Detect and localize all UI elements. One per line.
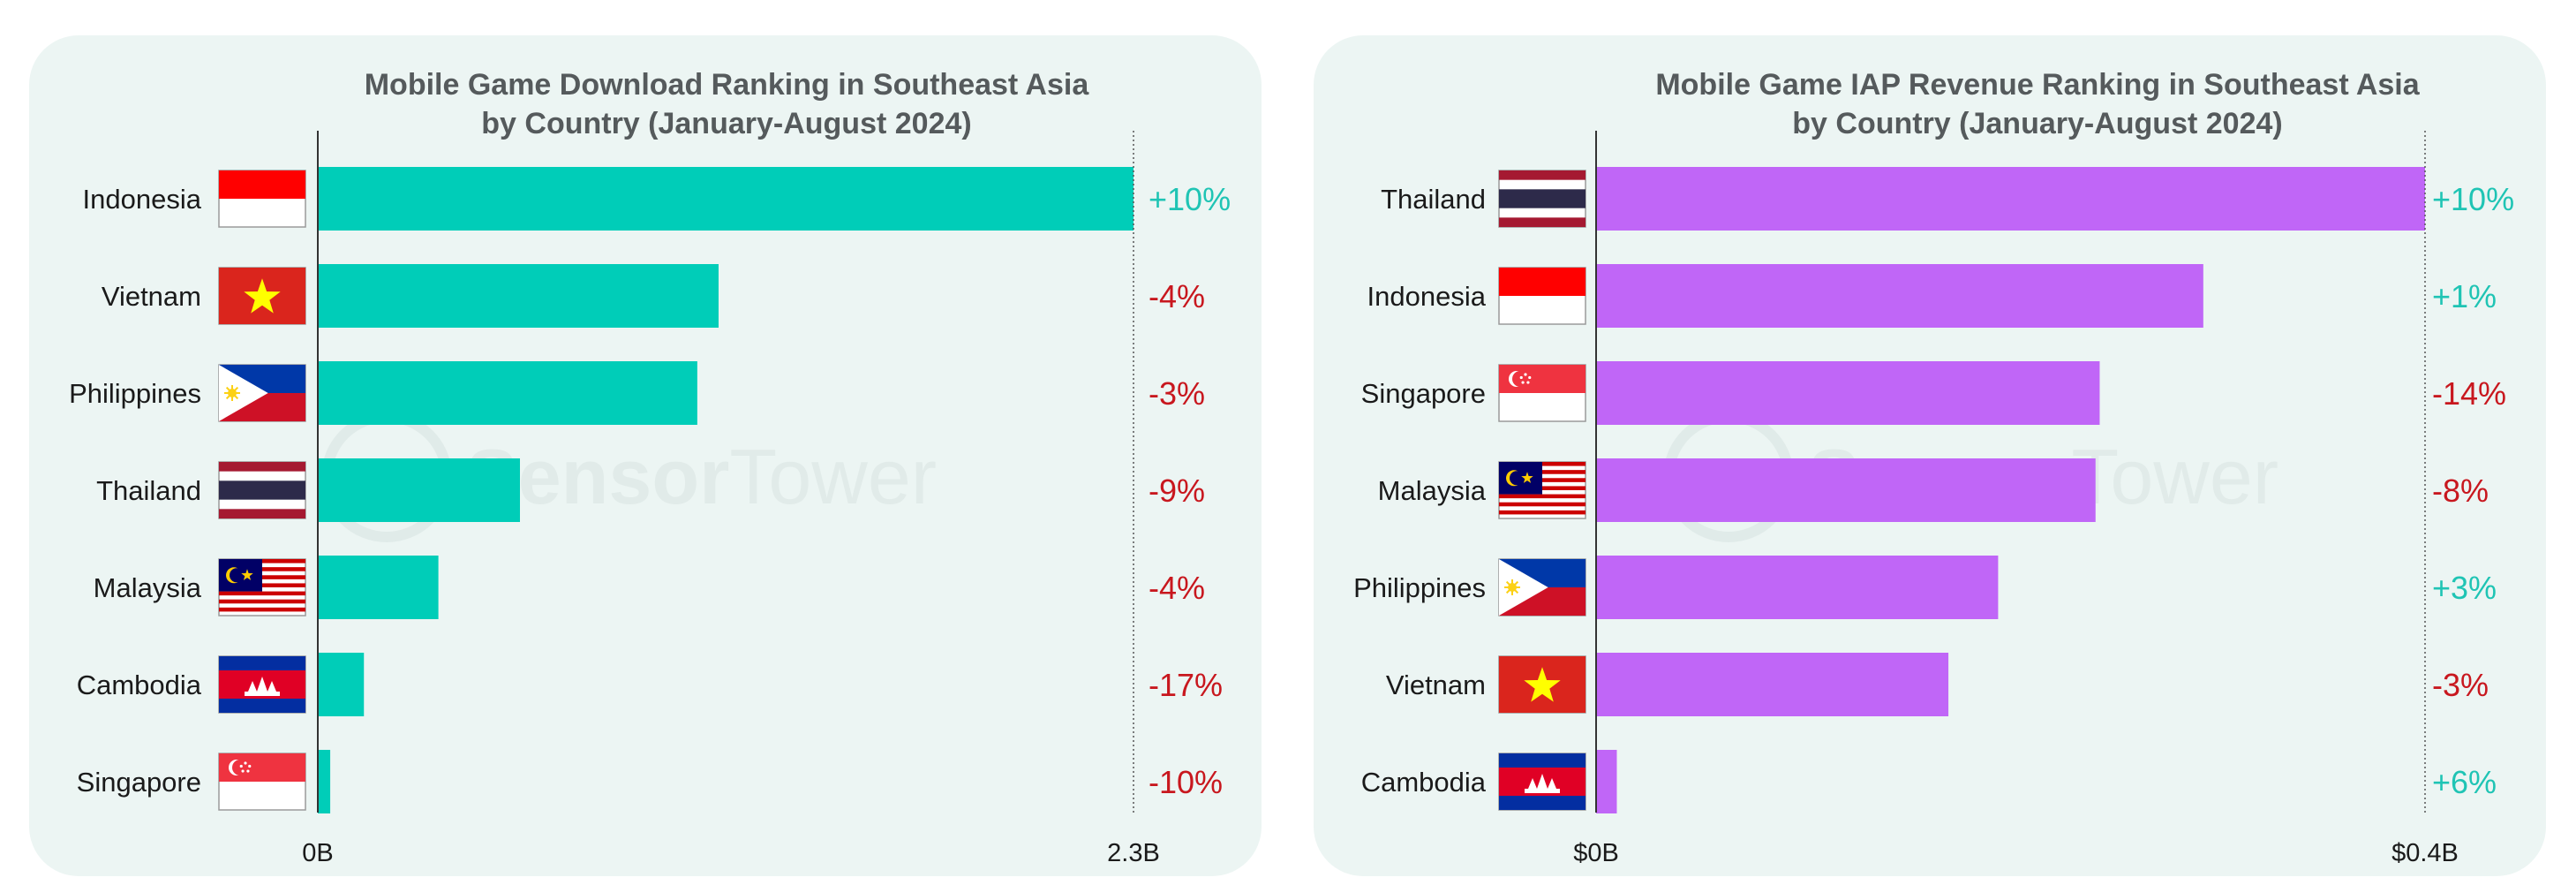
country-label: Cambodia <box>77 669 202 700</box>
thailand-flag-icon <box>1498 170 1586 228</box>
cambodia-flag-icon <box>1498 753 1586 811</box>
change-label: -14% <box>2432 375 2506 412</box>
malaysia-flag-icon <box>218 558 306 616</box>
change-label: +10% <box>2432 181 2514 217</box>
vietnam-flag-icon <box>218 267 306 325</box>
bar <box>1596 361 2100 425</box>
x-tick-label: $0B <box>1573 839 1619 867</box>
country-label: Thailand <box>96 475 201 506</box>
thailand-flag-icon <box>218 461 306 519</box>
download-ranking-chart: SensorTower Mobile Game Download Ranking … <box>69 68 1231 867</box>
change-label: +3% <box>2432 570 2497 606</box>
bar-row: Thailand +10% <box>1381 167 2514 231</box>
indonesia-flag-icon <box>1498 267 1586 325</box>
country-label: Thailand <box>1381 184 1486 215</box>
bar-row: Vietnam -3% <box>1386 653 2489 716</box>
download-ranking-panel: SensorTower Mobile Game Download Ranking … <box>29 35 1262 876</box>
change-label: +1% <box>2432 278 2497 314</box>
bar-row: Indonesia +1% <box>1367 264 2497 328</box>
x-tick-label: $0.4B <box>2391 839 2459 867</box>
bar-row: Cambodia +6% <box>1361 750 2497 813</box>
x-tick-label: 2.3B <box>1107 839 1160 867</box>
chart-title: Mobile Game IAP Revenue Ranking in South… <box>1655 68 2420 140</box>
bar <box>318 361 697 425</box>
change-label: -10% <box>1149 764 1223 800</box>
bar-row: Cambodia -17% <box>77 653 1223 716</box>
svg-text:SensorTower: SensorTower <box>466 433 937 520</box>
bar-row: Singapore -10% <box>77 750 1223 813</box>
chart-title-line: by Country (January-August 2024) <box>1792 107 2282 140</box>
change-label: -3% <box>1149 375 1205 412</box>
bar <box>318 653 365 716</box>
malaysia-flag-icon <box>1498 461 1586 519</box>
bar <box>1596 750 1617 813</box>
bar <box>1596 556 1999 619</box>
indonesia-flag-icon <box>218 170 306 228</box>
singapore-flag-icon <box>1498 364 1586 422</box>
change-label: -4% <box>1149 278 1205 314</box>
country-label: Indonesia <box>83 184 202 215</box>
bar <box>318 750 331 813</box>
vietnam-flag-star <box>244 278 281 314</box>
vietnam-flag-icon <box>1498 655 1586 714</box>
bar <box>1596 458 2096 522</box>
bar-row: Malaysia -4% <box>94 556 1205 619</box>
country-label: Vietnam <box>102 281 201 312</box>
bar <box>1596 653 1949 716</box>
philippines-flag-icon <box>218 364 306 422</box>
change-label: +10% <box>1149 181 1231 217</box>
change-label: -17% <box>1149 667 1223 703</box>
country-label: Singapore <box>77 767 201 798</box>
change-label: -9% <box>1149 473 1205 509</box>
singapore-flag-icon <box>218 753 306 811</box>
bar-row: Thailand -9% <box>96 458 1205 522</box>
bar <box>1596 167 2425 231</box>
bar-row: Vietnam -4% <box>102 264 1205 328</box>
country-label: Malaysia <box>94 572 202 603</box>
bar-row: Philippines +3% <box>1353 556 2497 619</box>
bar-row: Philippines -3% <box>69 361 1205 425</box>
vietnam-flag-star <box>1524 667 1561 702</box>
country-label: Malaysia <box>1378 475 1487 506</box>
country-label: Philippines <box>69 378 201 409</box>
bar-row: Indonesia +10% <box>83 167 1231 231</box>
change-label: -3% <box>2432 667 2489 703</box>
cambodia-flag-icon <box>218 655 306 714</box>
bar <box>318 167 1134 231</box>
chart-title: Mobile Game Download Ranking in Southeas… <box>365 68 1090 140</box>
country-label: Singapore <box>1361 378 1486 409</box>
bar <box>1596 264 2203 328</box>
chart-title-line: by Country (January-August 2024) <box>481 107 971 140</box>
bar-row: Singapore -14% <box>1361 361 2506 425</box>
country-label: Vietnam <box>1386 669 1486 700</box>
chart-title-line: Mobile Game IAP Revenue Ranking in South… <box>1655 68 2420 102</box>
chart-title-line: Mobile Game Download Ranking in Southeas… <box>365 68 1090 102</box>
country-label: Indonesia <box>1367 281 1487 312</box>
bar <box>318 556 439 619</box>
bar <box>318 458 520 522</box>
change-label: -8% <box>2432 473 2489 509</box>
bar <box>318 264 719 328</box>
bar-row: Malaysia -8% <box>1378 458 2489 522</box>
x-tick-label: 0B <box>302 839 333 867</box>
change-label: -4% <box>1149 570 1205 606</box>
philippines-flag-icon <box>1498 558 1586 616</box>
country-label: Cambodia <box>1361 767 1487 798</box>
malaysia-flag-star <box>241 569 253 580</box>
malaysia-flag-star <box>1521 472 1533 483</box>
change-label: +6% <box>2432 764 2497 800</box>
country-label: Philippines <box>1353 572 1486 603</box>
